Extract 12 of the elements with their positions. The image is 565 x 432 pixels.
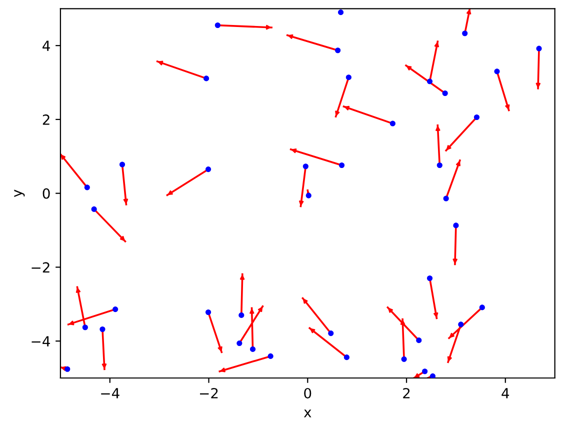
y-axis-title: y — [14, 190, 25, 198]
x-tick-label: 4 — [502, 388, 510, 398]
y-tick-label: −4 — [32, 336, 50, 346]
y-tick-label: 0 — [42, 188, 50, 199]
x-tick-label: −2 — [200, 388, 218, 398]
y-tick-label: 4 — [42, 40, 50, 51]
x-axis-title: x — [304, 410, 312, 418]
x-tick-label: 2 — [403, 388, 410, 398]
y-tick-label: 2 — [42, 114, 50, 125]
x-tick-label: −4 — [101, 388, 120, 398]
x-tick-label: 0 — [304, 388, 312, 398]
y-tick-label: −2 — [32, 262, 50, 272]
